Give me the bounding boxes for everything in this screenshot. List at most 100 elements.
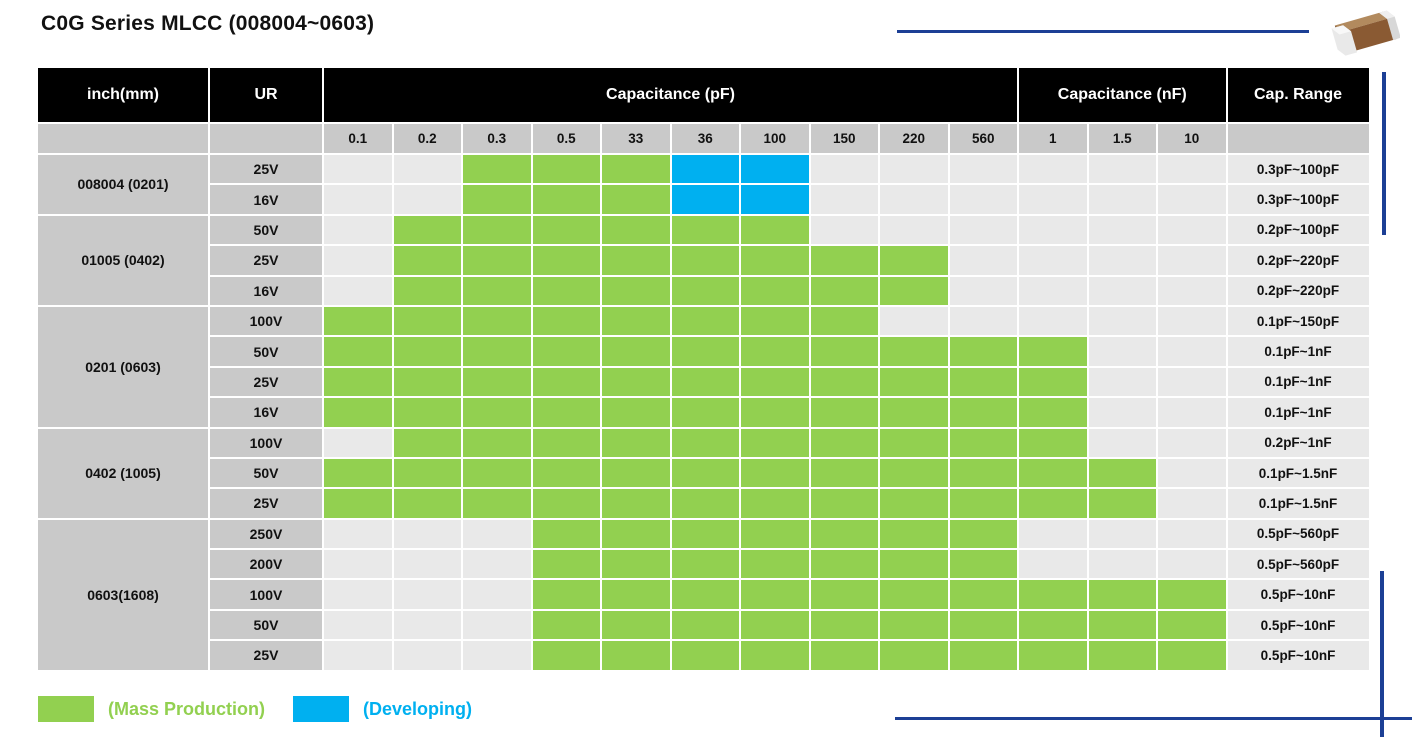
subheader-blank-range: [1227, 124, 1369, 153]
cap-cell: [671, 155, 739, 184]
range-cell: 0.1pF~1nF: [1227, 398, 1369, 427]
cap-cell: [1019, 337, 1087, 366]
cap-cell: [671, 641, 739, 670]
cap-cell: [532, 185, 600, 214]
cap-cell: [393, 580, 461, 609]
cap-cell: [1088, 155, 1156, 184]
cap-cell: [602, 155, 670, 184]
cap-cell: [1158, 215, 1226, 245]
cap-cell: [1019, 155, 1087, 184]
cap-cell: [949, 641, 1017, 670]
cap-cell: [602, 610, 670, 640]
cap-cell: [602, 398, 670, 427]
cap-cell: [1019, 550, 1087, 579]
cap-cell: [324, 185, 392, 214]
cap-cell: [1158, 306, 1226, 336]
cap-cell: [602, 519, 670, 549]
cap-cell: [532, 155, 600, 184]
cap-cell: [324, 398, 392, 427]
cap-cell: [741, 489, 809, 518]
header-ur: UR: [210, 68, 322, 122]
cap-cell: [602, 246, 670, 275]
cap-cell: [393, 337, 461, 366]
ur-label: 16V: [210, 276, 322, 305]
cap-cell: [532, 246, 600, 275]
cap-cell: [324, 458, 392, 488]
cap-cell: [671, 398, 739, 427]
cap-cell: [741, 641, 809, 670]
range-cell: 0.1pF~1.5nF: [1227, 489, 1369, 518]
cap-cell: [671, 610, 739, 640]
subheader-value-0.2: 0.2: [393, 124, 461, 153]
cap-cell: [463, 185, 531, 214]
cap-cell: [532, 610, 600, 640]
range-cell: 0.1pF~1.5nF: [1227, 458, 1369, 488]
header-inch-mm: inch(mm): [38, 68, 208, 122]
cap-cell: [880, 641, 948, 670]
cap-cell: [324, 428, 392, 457]
ur-label: 25V: [210, 155, 322, 184]
subheader-value-0.5: 0.5: [532, 124, 600, 153]
cap-cell: [1158, 367, 1226, 397]
cap-cell: [1088, 580, 1156, 609]
cap-cell: [949, 276, 1017, 305]
cap-cell: [393, 155, 461, 184]
range-cell: 0.2pF~220pF: [1227, 276, 1369, 305]
subheader-value-1: 1: [1019, 124, 1087, 153]
range-cell: 0.5pF~560pF: [1227, 550, 1369, 579]
cap-cell: [949, 246, 1017, 275]
cap-cell: [1158, 458, 1226, 488]
cap-cell: [671, 550, 739, 579]
cap-cell: [602, 215, 670, 245]
page-title: C0G Series MLCC (008004~0603): [41, 12, 375, 35]
cap-cell: [532, 367, 600, 397]
cap-cell: [1158, 610, 1226, 640]
cap-cell: [741, 276, 809, 305]
cap-cell: [741, 246, 809, 275]
cap-cell: [741, 550, 809, 579]
cap-cell: [1088, 519, 1156, 549]
cap-cell: [324, 246, 392, 275]
ur-label: 100V: [210, 428, 322, 457]
ur-label: 50V: [210, 215, 322, 245]
cap-cell: [602, 337, 670, 366]
cap-cell: [393, 276, 461, 305]
ur-label: 25V: [210, 641, 322, 670]
size-label: 0201 (0603): [38, 306, 208, 427]
cap-cell: [671, 519, 739, 549]
cap-cell: [880, 428, 948, 457]
cap-cell: [949, 306, 1017, 336]
cap-cell: [463, 428, 531, 457]
cap-cell: [602, 276, 670, 305]
mlcc-capacitance-table: inch(mm) UR Capacitance (pF) Capacitance (n…: [38, 68, 1369, 670]
cap-cell: [671, 337, 739, 366]
cap-cell: [1088, 428, 1156, 457]
legend-item-developing: (Developing): [293, 696, 472, 722]
cap-cell: [393, 398, 461, 427]
cap-cell: [880, 398, 948, 427]
cap-cell: [880, 215, 948, 245]
cap-cell: [1019, 610, 1087, 640]
cap-cell: [393, 306, 461, 336]
cap-cell: [1019, 246, 1087, 275]
range-cell: 0.1pF~150pF: [1227, 306, 1369, 336]
cap-cell: [741, 215, 809, 245]
cap-cell: [602, 428, 670, 457]
cap-cell: [602, 489, 670, 518]
subheader-blank-ur: [210, 124, 322, 153]
cap-cell: [324, 641, 392, 670]
cap-cell: [1088, 367, 1156, 397]
cap-cell: [1019, 519, 1087, 549]
subheader-value-150: 150: [810, 124, 878, 153]
cap-cell: [880, 580, 948, 609]
subheader-value-0.3: 0.3: [463, 124, 531, 153]
bottom-divider-line: [895, 717, 1412, 720]
subheader-blank-inch: [38, 124, 208, 153]
cap-cell: [810, 489, 878, 518]
range-cell: 0.2pF~220pF: [1227, 246, 1369, 275]
cap-cell: [880, 246, 948, 275]
cap-cell: [1158, 519, 1226, 549]
cap-cell: [393, 215, 461, 245]
right-vertical-line-bottom: [1380, 571, 1384, 737]
cap-cell: [1158, 276, 1226, 305]
